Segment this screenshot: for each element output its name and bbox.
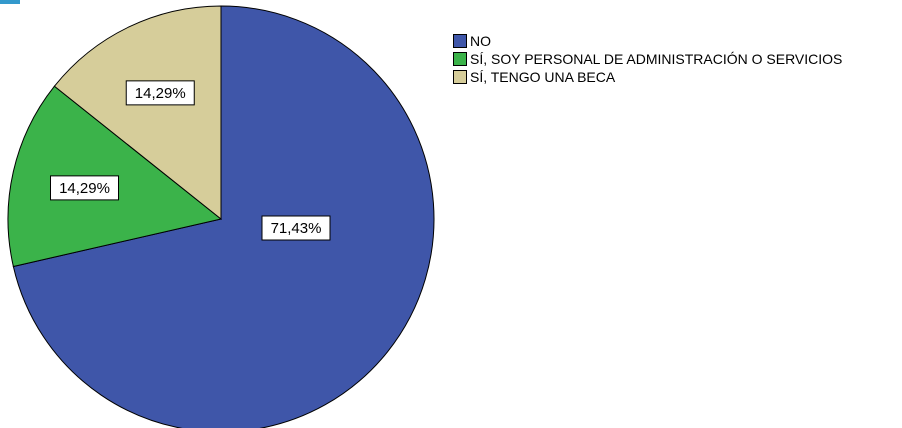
svg-text:14,29%: 14,29% xyxy=(135,85,186,102)
legend-label-personal: SÍ, SOY PERSONAL DE ADMINISTRACIÓN O SER… xyxy=(470,51,843,67)
legend-item-personal: SÍ, SOY PERSONAL DE ADMINISTRACIÓN O SER… xyxy=(453,50,902,66)
chart-legend: NO SÍ, SOY PERSONAL DE ADMINISTRACIÓN O … xyxy=(453,32,902,86)
legend-swatch-no xyxy=(453,34,467,48)
legend-swatch-personal xyxy=(453,52,467,66)
svg-text:71,43%: 71,43% xyxy=(271,220,322,237)
legend-item-beca: SÍ, TENGO UNA BECA xyxy=(453,68,902,84)
slice-label-no: 71,43% xyxy=(261,215,331,241)
top-edge-accent xyxy=(0,0,20,4)
legend-label-beca: SÍ, TENGO UNA BECA xyxy=(470,69,616,85)
legend-swatch-beca xyxy=(453,70,467,84)
svg-text:14,29%: 14,29% xyxy=(59,180,110,197)
slice-label-beca: 14,29% xyxy=(125,80,195,106)
pie-slice-beca xyxy=(53,5,222,221)
legend-item-no: NO xyxy=(453,32,902,48)
pie-slice-no xyxy=(12,5,435,428)
legend-label-no: NO xyxy=(470,33,491,49)
slice-label-personal: 14,29% xyxy=(50,175,120,201)
